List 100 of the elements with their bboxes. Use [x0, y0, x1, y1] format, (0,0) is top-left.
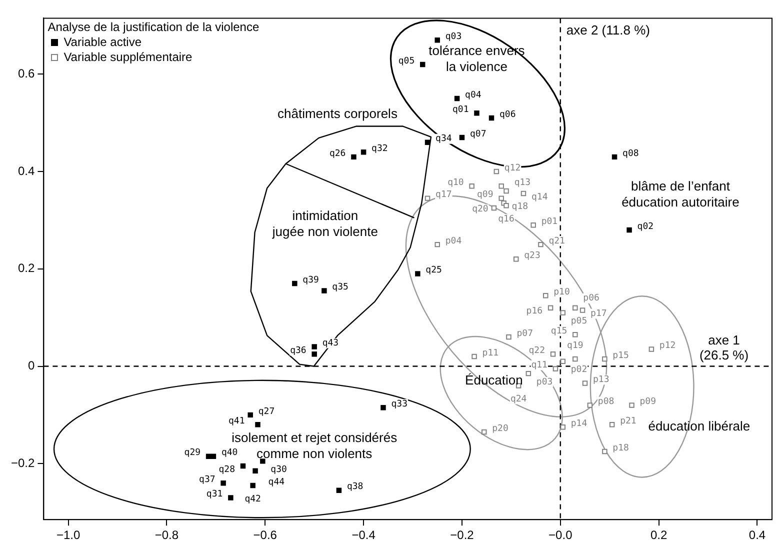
- annotation: p16: [526, 306, 543, 317]
- x-tick-label: −0.4: [352, 528, 376, 542]
- annotation: q28: [218, 464, 235, 475]
- annotation: q38: [346, 482, 364, 492]
- annotation: p07: [516, 328, 533, 339]
- point: [602, 356, 608, 362]
- y-tick-label: 0.6: [18, 66, 36, 80]
- annotation: p04: [445, 236, 462, 246]
- point: [210, 454, 216, 459]
- annotation: q19: [567, 340, 584, 351]
- annotation: q29: [184, 448, 201, 458]
- point: [220, 480, 226, 486]
- annotation: éducation libérale: [648, 418, 750, 434]
- annotation: q11: [531, 360, 548, 371]
- annotation: q33: [391, 399, 408, 410]
- x-tick-label: −0.0: [548, 528, 573, 542]
- point: [252, 468, 258, 474]
- point: [580, 308, 586, 313]
- ref-line-label: axe 2 (11.8 %): [566, 22, 650, 38]
- point: [543, 293, 548, 298]
- annotation: q16: [498, 214, 514, 224]
- point: [420, 62, 426, 68]
- point: [240, 463, 246, 469]
- annotation: q05: [398, 56, 415, 66]
- annotation: intimidation jugée non violente: [271, 208, 378, 240]
- x-tick-label: −1.0: [56, 528, 80, 542]
- annotation: q42: [244, 494, 261, 504]
- annotation: q03: [445, 32, 462, 42]
- point: [415, 271, 420, 276]
- x-tick-label: 0.4: [748, 528, 766, 542]
- annotation: q12: [504, 163, 521, 174]
- point: [587, 402, 593, 408]
- y-tick-label: −0.2: [10, 456, 35, 470]
- annotation: q18: [512, 202, 528, 212]
- point: [513, 256, 519, 262]
- point: [459, 134, 465, 140]
- annotation: q36: [290, 346, 306, 356]
- annotation: q07: [470, 129, 486, 140]
- point: [648, 346, 654, 352]
- point: [488, 115, 494, 121]
- point: [491, 205, 497, 211]
- point: [336, 488, 342, 494]
- annotation: p06: [583, 294, 600, 304]
- x-tick-label: −0.2: [450, 528, 474, 542]
- point: [250, 482, 256, 488]
- annotation: q21: [548, 236, 565, 246]
- point: [538, 242, 544, 248]
- annotation: blâme de l’enfant éducation autoritaire: [622, 178, 740, 210]
- point: [504, 188, 509, 194]
- point: [526, 370, 532, 376]
- point: [474, 110, 480, 116]
- annotation: q44: [268, 477, 285, 488]
- point: [572, 332, 578, 338]
- annotation: p15: [612, 350, 629, 361]
- annotation: q01: [452, 104, 469, 115]
- annotation: p09: [640, 397, 656, 408]
- annotation: q17: [436, 190, 452, 200]
- point: [494, 168, 500, 174]
- annotation: q10: [448, 178, 464, 188]
- legend-title: Analyse de la justification de la violence: [48, 20, 260, 36]
- y-tick-label: 0.4: [18, 164, 36, 178]
- annotation: q30: [270, 465, 287, 476]
- annotation: Éducation: [465, 372, 523, 388]
- point: [260, 458, 266, 464]
- point: [228, 495, 234, 500]
- annotation: p03: [536, 377, 553, 388]
- annotation: p18: [612, 443, 629, 454]
- point: [506, 334, 512, 340]
- annotation: châtiments corporels: [278, 106, 398, 122]
- y-tick-label: 0.2: [18, 261, 36, 276]
- point: [312, 344, 317, 350]
- annotation: p02: [570, 365, 588, 376]
- point: [248, 412, 253, 418]
- point: [351, 154, 356, 160]
- legend-label: Variable active: [64, 35, 142, 50]
- annotation: q06: [500, 110, 516, 120]
- annotation: q26: [329, 148, 346, 159]
- annotation: q31: [206, 490, 223, 500]
- annotation: q37: [199, 474, 216, 485]
- point: [434, 242, 440, 248]
- point: [550, 351, 556, 357]
- annotation: q25: [426, 266, 442, 276]
- point: [424, 140, 430, 145]
- point: [292, 280, 298, 286]
- point: [560, 358, 566, 364]
- point: [530, 222, 536, 228]
- point: [469, 184, 474, 189]
- annotation: q43: [322, 338, 339, 349]
- annotation: q04: [465, 90, 482, 100]
- annotation: p11: [482, 348, 499, 358]
- annotation: q34: [436, 134, 452, 144]
- annotation: q02: [637, 222, 654, 232]
- x-tick-label: −0.6: [253, 528, 278, 542]
- point: [520, 190, 526, 196]
- annotation: q22: [528, 346, 546, 356]
- annotation: q09: [477, 190, 494, 200]
- x-tick-label: −0.8: [154, 528, 179, 542]
- annotation: q40: [221, 448, 238, 458]
- point: [552, 366, 558, 372]
- annotation: q32: [372, 144, 388, 154]
